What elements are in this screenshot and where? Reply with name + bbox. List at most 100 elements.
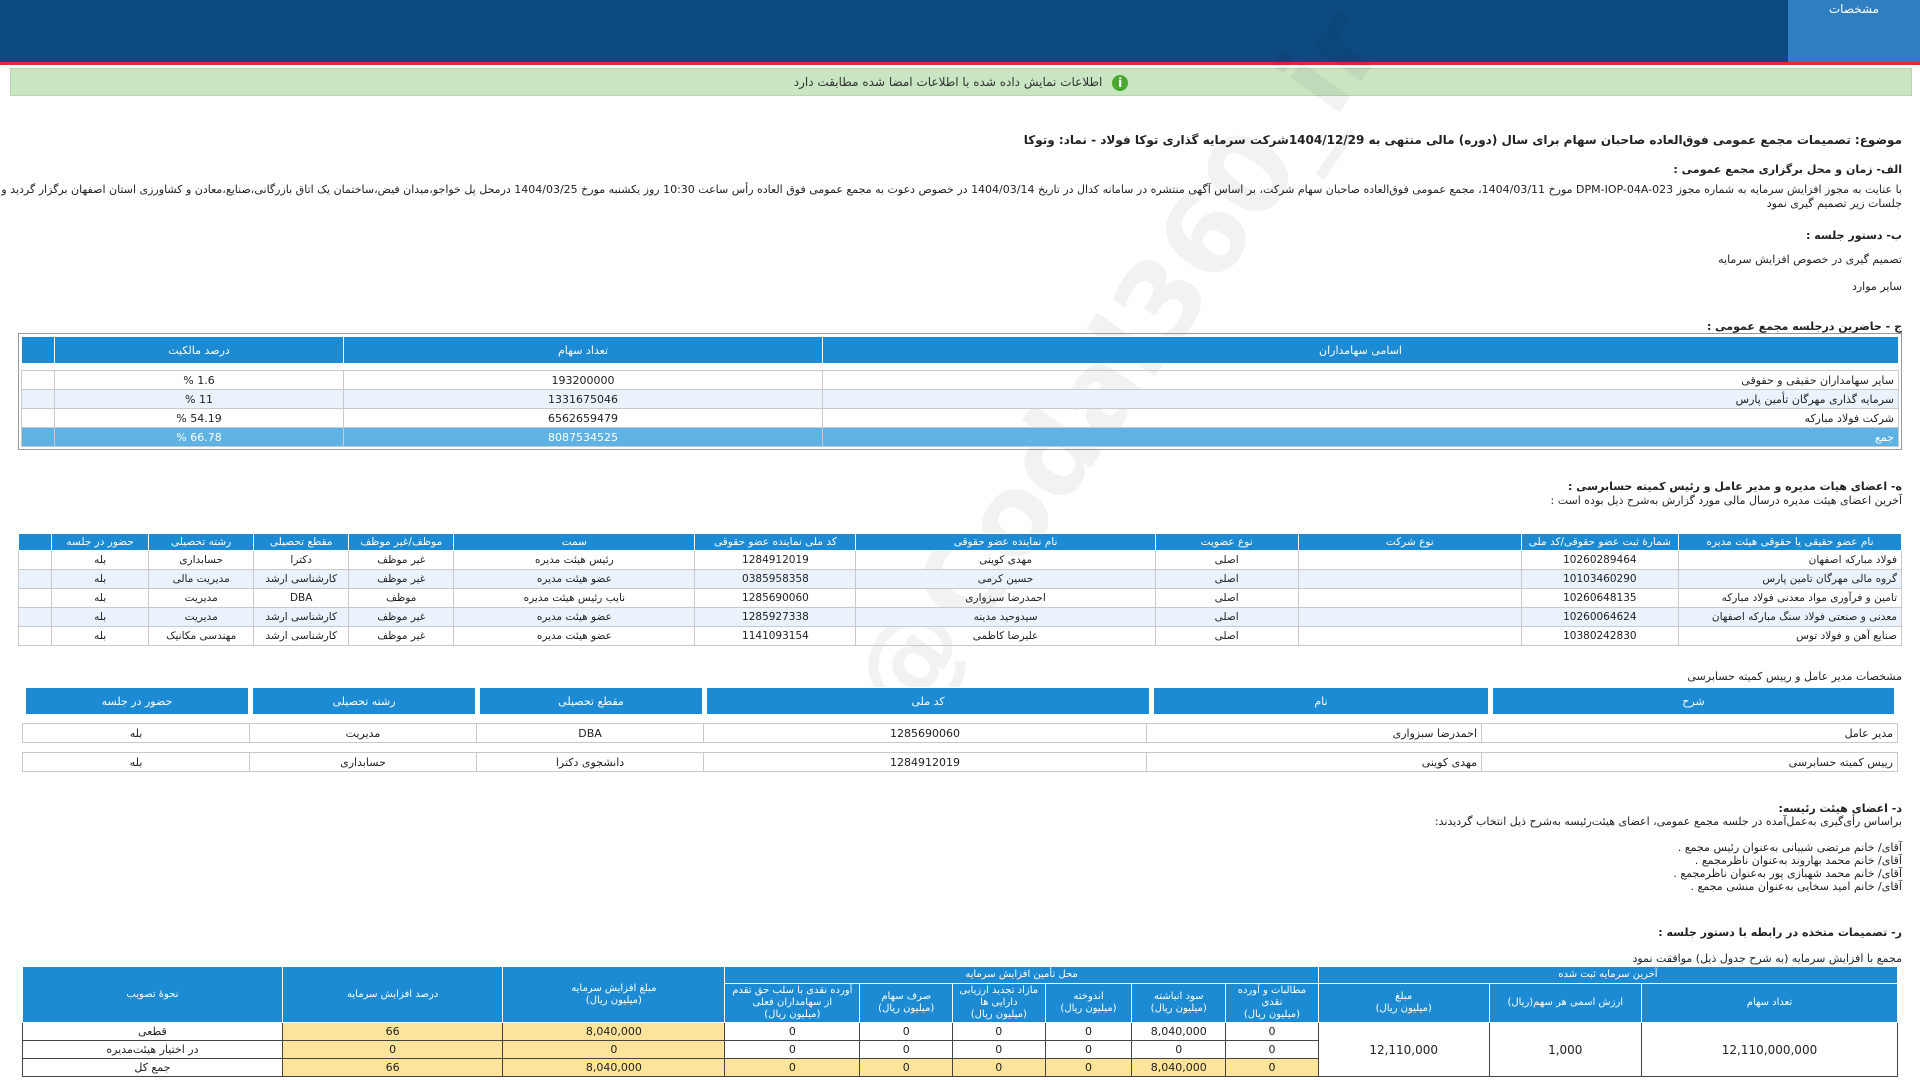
representative-id: 1284912019 <box>694 550 857 570</box>
table-row: فولاد مبارکه اصفهان 10260289464 اصلی مهد… <box>17 550 1903 570</box>
group-header-last-capital: آخرین سرمایه ثبت شده <box>1317 966 1899 984</box>
report-subject: موضوع: تصمیمات مجمع عمومی فوق‌العاده صاح… <box>1023 133 1902 147</box>
total-row: جمع 8087534525 66.78 % <box>21 427 1899 447</box>
executive-status: غیر موظف <box>348 626 455 646</box>
membership-type: اصلی <box>1154 588 1299 608</box>
position: عضو هیئت مدیره <box>453 569 696 589</box>
membership-type: اصلی <box>1154 550 1299 570</box>
revaluation-value: 0 <box>952 1022 1046 1041</box>
reserve-total: 0 <box>1044 1058 1133 1077</box>
col-header: درصد مالکیت <box>54 336 344 364</box>
col-header-reserve: اندوخته (میلیون ریال) <box>1044 983 1133 1023</box>
total-label: جمع <box>822 427 1899 447</box>
total-shares: 8087534525 <box>343 427 823 447</box>
col-header: موظف/غیر موظف <box>348 533 455 551</box>
attendance: بله <box>22 752 250 772</box>
tab-details[interactable]: مشخصات <box>1788 0 1920 62</box>
approval-total-label: جمع کل <box>22 1058 283 1077</box>
col-header: نام نماینده عضو حقوقی <box>855 533 1156 551</box>
col-header: رشته تحصیلی <box>148 533 255 551</box>
presidium-member: آقای/ خانم مرتضی شیبانی به‌عنوان رئیس مج… <box>1677 841 1902 854</box>
table-row: سایر سهامداران حقیقی و حقوقی 193200000 1… <box>21 370 1899 390</box>
ceo-title: مشخصات مدیر عامل و رییس کمیته حسابرسی <box>1687 670 1902 683</box>
registration-number: 10380242830 <box>1520 626 1679 646</box>
check-circle-icon: i <box>1112 74 1129 91</box>
col-header: شرح <box>1492 687 1895 715</box>
col-header: حضور در جلسه <box>25 687 249 715</box>
col-header: شمارۀ ثبت عضو حقوقی/کد ملی <box>1520 533 1679 551</box>
national-id: 1285690060 <box>703 723 1147 743</box>
ownership-percent: 11 % <box>54 389 344 409</box>
blank-cell <box>17 626 53 646</box>
education-level: کارشناسی ارشد <box>253 607 350 627</box>
share-count: 1331675046 <box>343 389 823 409</box>
representative-name: علیرضا کاظمی <box>855 626 1156 646</box>
increase-percent-total: 66 <box>281 1058 504 1077</box>
col-header: نوع عضویت <box>1154 533 1299 551</box>
education-level: کارشناسی ارشد <box>253 569 350 589</box>
col-header: کد ملی <box>706 687 1150 715</box>
field-of-study: مدیریت مالی <box>148 569 255 589</box>
cash-value: 0 <box>724 1040 861 1059</box>
blank-cell <box>21 370 55 390</box>
premium-total: 0 <box>859 1058 954 1077</box>
shareholder-name: سایر سهامداران حقیقی و حقوقی <box>822 370 1899 390</box>
agenda-item: تصمیم گیری در خصوص افزایش سرمایه <box>1718 253 1902 266</box>
member-name: گروه مالی مهرگان تامین پارس <box>1677 569 1903 589</box>
share-count: 193200000 <box>343 370 823 390</box>
field-of-study: مدیریت <box>148 588 255 608</box>
national-id: 1284912019 <box>703 752 1147 772</box>
registration-number: 10260648135 <box>1520 588 1679 608</box>
retained-value: 8,040,000 <box>1131 1022 1227 1041</box>
col-header-increase-amount: مبلغ افزایش سرمایه (میلیون ریال) <box>502 966 726 1023</box>
col-header-blank <box>17 533 53 551</box>
position: عضو هیئت مدیره <box>453 607 696 627</box>
total-percent: 66.78 % <box>54 427 344 447</box>
capital-increase-table: آخرین سرمایه ثبت شده محل تأمین افزایش سر… <box>22 966 1899 1077</box>
col-header-premium: صرف سهام (میلیون ریال) <box>859 983 954 1023</box>
representative-id: 1285690060 <box>694 588 857 608</box>
share-count: 6562659479 <box>343 408 823 428</box>
blank-cell <box>17 569 53 589</box>
col-header: سمت <box>453 533 696 551</box>
table-row: سرمایه گذاری مهرگان تأمین پارس 133167504… <box>21 389 1899 409</box>
presidium-member: آقای/ خانم امید سخایی به‌عنوان منشی مجمع… <box>1690 880 1903 893</box>
approval-type: در اختیار هیئت‌مدیره <box>22 1040 283 1059</box>
col-header: مقطع تحصیلی <box>479 687 703 715</box>
position: عضو هیئت مدیره <box>453 626 696 646</box>
col-header: حضور در جلسه <box>51 533 150 551</box>
blank-cell <box>17 607 53 627</box>
section-e-title: د- اعضای هیئت رئیسه: <box>1778 802 1902 815</box>
member-name: صنایع آهن و فولاد توس <box>1677 626 1903 646</box>
reserve-value: 0 <box>1044 1040 1133 1059</box>
section-d-subtitle: آخرین اعضای هیئت مدیره درسال مالی مورد گ… <box>1550 494 1902 507</box>
section-f-intro: مجمع با افزایش سرمایه (به شرح جدول ذیل) … <box>1632 952 1902 965</box>
registration-number: 10103460290 <box>1520 569 1679 589</box>
last-shares: 12,110,000,000 <box>1641 1022 1898 1077</box>
attendance: بله <box>51 550 150 570</box>
attendance: بله <box>51 588 150 608</box>
company-type <box>1297 569 1522 589</box>
membership-type: اصلی <box>1154 569 1299 589</box>
col-header-shares: تعداد سهام <box>1641 983 1898 1023</box>
increase-percent: 0 <box>281 1040 504 1059</box>
field-of-study: حسابداری <box>249 752 477 772</box>
role: رییس کمیته حسابرسی <box>1481 752 1898 772</box>
premium-value: 0 <box>859 1022 954 1041</box>
position: نایب رئیس هیئت مدیره <box>453 588 696 608</box>
representative-id: 0385958358 <box>694 569 857 589</box>
executive-status: غیر موظف <box>348 607 455 627</box>
executive-status: موظف <box>348 588 455 608</box>
last-par-value: 1,000 <box>1488 1022 1643 1077</box>
section-e-intro: براساس رأی‌گیری به‌عمل‌آمده در جلسه مجمع… <box>1434 815 1902 828</box>
attendance: بله <box>22 723 250 743</box>
increase-amount: 0 <box>502 1040 726 1059</box>
table-row: تامین و فرآوری مواد معدنی فولاد مبارکه 1… <box>17 588 1903 608</box>
table-row: گروه مالی مهرگان تامین پارس 10103460290 … <box>17 569 1903 589</box>
attendance: بله <box>51 626 150 646</box>
claims-value: 0 <box>1225 1022 1319 1041</box>
representative-id: 1141093154 <box>694 626 857 646</box>
representative-id: 1285927338 <box>694 607 857 627</box>
education-level: DBA <box>253 588 350 608</box>
table-row: 12,110,000,000 1,000 12,110,000 0 8,040,… <box>22 1022 1898 1077</box>
